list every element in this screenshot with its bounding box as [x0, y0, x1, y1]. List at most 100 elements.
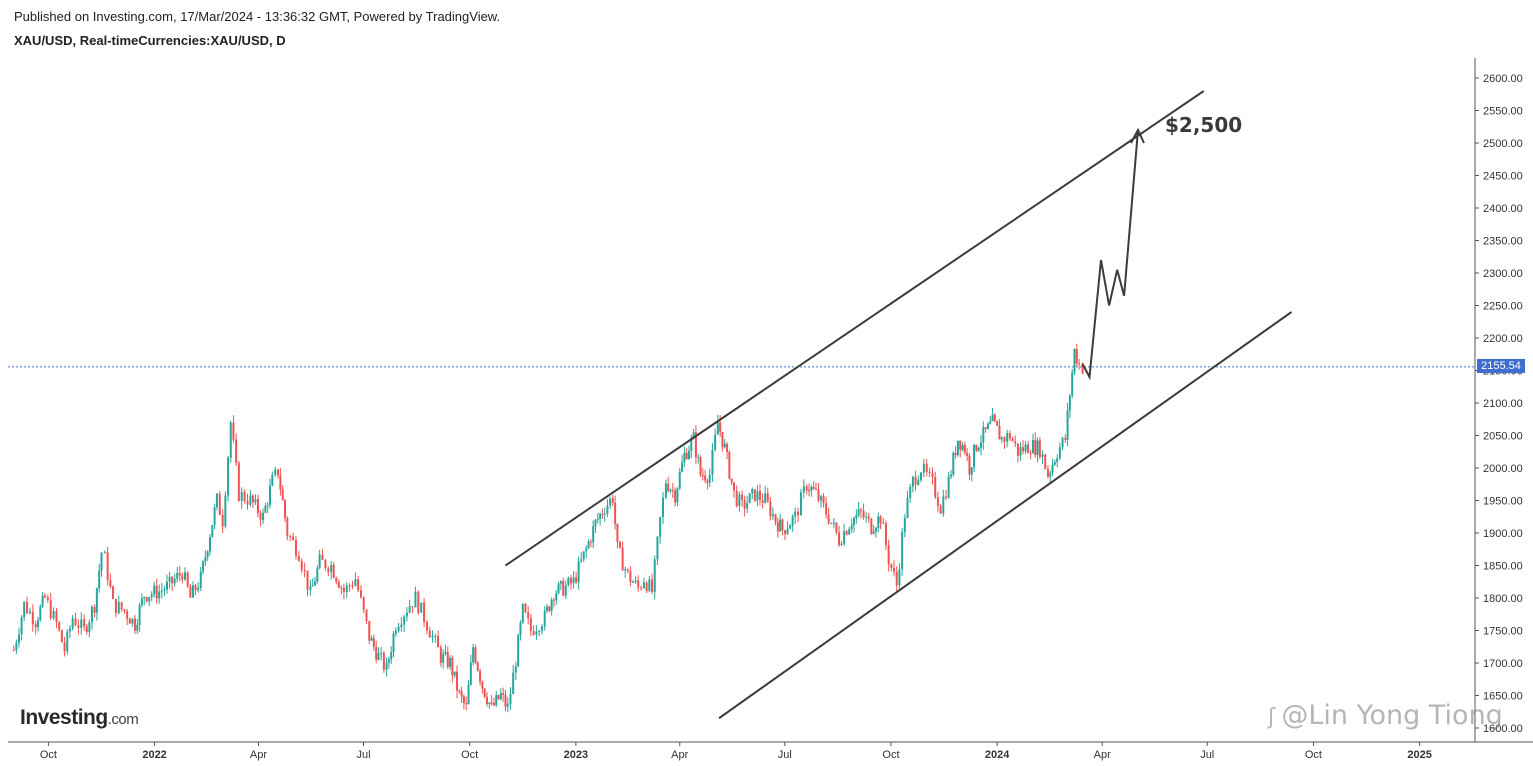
candle-body	[479, 670, 482, 682]
candle-body	[529, 618, 532, 631]
candle-body	[671, 490, 674, 492]
candle-body	[966, 452, 969, 456]
candle-body	[397, 627, 400, 631]
x-tick-label: Apr	[1094, 749, 1111, 761]
candle-body	[1008, 433, 1011, 439]
candle-body	[947, 476, 950, 498]
candle-body	[822, 496, 825, 504]
candle-body	[799, 492, 802, 516]
candle-body	[368, 620, 371, 641]
candle-body	[218, 493, 221, 515]
candle-body	[1024, 444, 1027, 452]
candle-body	[701, 475, 704, 477]
candle-body	[784, 530, 787, 534]
candle-body	[919, 472, 922, 481]
candle-body	[692, 432, 695, 439]
candle-body	[442, 653, 445, 663]
candle-body	[451, 657, 454, 676]
candle-body	[805, 486, 808, 491]
candle-body	[93, 606, 96, 613]
candle-body	[572, 577, 575, 584]
candle-body	[975, 444, 978, 451]
candle-body	[973, 444, 976, 468]
candle-body	[621, 547, 624, 571]
candle-body	[753, 489, 756, 501]
candle-body	[390, 652, 393, 660]
candle-body	[189, 586, 192, 598]
candle-body	[1031, 439, 1034, 454]
candle-body	[165, 581, 168, 590]
candle-body	[481, 681, 484, 689]
candle-body	[685, 452, 688, 459]
candle-body	[514, 666, 517, 673]
candle-body	[794, 511, 797, 517]
candle-body	[746, 503, 749, 509]
candle-body	[114, 598, 117, 614]
y-tick-label: 1800.00	[1483, 593, 1523, 605]
candle-body	[1036, 440, 1039, 455]
candle-body	[444, 651, 447, 654]
candle-body	[832, 522, 835, 524]
candle-body	[538, 631, 541, 633]
candle-body	[714, 434, 717, 450]
candle-body	[168, 576, 171, 582]
candle-body	[1029, 453, 1032, 455]
candle-body	[458, 690, 461, 692]
candle-body	[39, 606, 42, 621]
candle-body	[898, 569, 901, 586]
candle-body	[249, 495, 252, 505]
y-tick-label: 2200.00	[1483, 333, 1523, 345]
candle-body	[437, 635, 440, 648]
candle-body	[160, 590, 163, 592]
candle-body	[183, 572, 186, 580]
candle-body	[704, 475, 707, 481]
candle-body	[761, 499, 764, 503]
y-tick-label: 2050.00	[1483, 431, 1523, 443]
candle-body	[1044, 454, 1047, 470]
candle-body	[781, 519, 784, 531]
candle-body	[925, 463, 928, 472]
candle-body	[246, 501, 249, 505]
candle-body	[797, 511, 800, 516]
candle-body	[683, 452, 686, 463]
candle-body	[592, 526, 595, 543]
candle-body	[901, 532, 904, 570]
candle-body	[58, 622, 61, 631]
candle-body	[254, 499, 257, 503]
candle-body	[838, 532, 841, 545]
candle-body	[936, 497, 939, 507]
candle-body	[46, 597, 49, 600]
candle-body	[774, 514, 777, 523]
candle-body	[884, 523, 887, 546]
candle-body	[543, 610, 546, 627]
candle-body	[977, 447, 980, 451]
candle-body	[748, 493, 751, 504]
candle-body	[215, 493, 218, 508]
candle-body	[163, 589, 166, 591]
candle-body	[521, 603, 524, 623]
candle-body	[808, 490, 811, 492]
candle-body	[362, 597, 365, 610]
candle-body	[678, 471, 681, 489]
candle-body	[575, 577, 578, 583]
candle-body	[138, 605, 141, 625]
candle-body	[917, 480, 920, 485]
candle-body	[306, 570, 309, 590]
candle-body	[690, 438, 693, 451]
upper-channel-line	[504, 90, 1205, 567]
candle-body	[648, 579, 651, 591]
candle-body	[1078, 363, 1081, 365]
y-tick-label: 2400.00	[1483, 203, 1523, 215]
candle-body	[17, 634, 20, 643]
candle-body	[274, 469, 277, 475]
candle-body	[982, 427, 985, 443]
candle-body	[716, 422, 719, 435]
candle-body	[243, 491, 246, 502]
candle-body	[934, 476, 937, 498]
candle-body	[232, 422, 235, 440]
author-watermark: ʃ @Lin Yong Tiong	[1268, 700, 1503, 731]
candle-body	[49, 599, 52, 619]
candle-body	[611, 498, 614, 503]
candle-body	[123, 609, 126, 612]
